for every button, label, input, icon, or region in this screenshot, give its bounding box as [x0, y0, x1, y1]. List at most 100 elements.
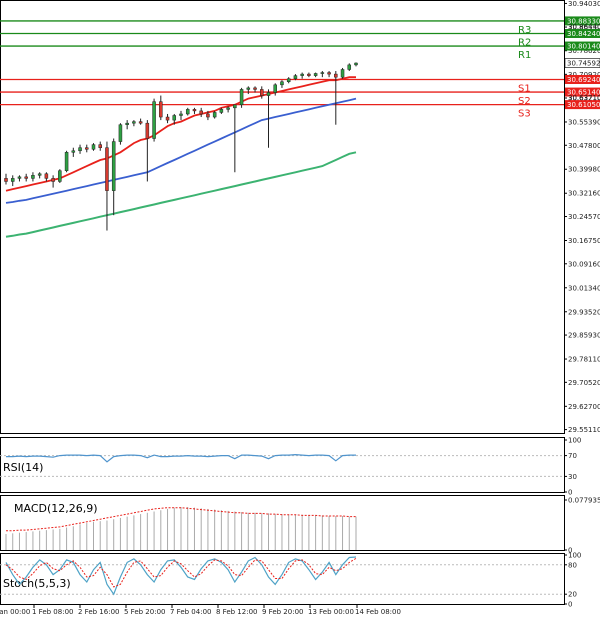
candle-body: [10, 178, 15, 182]
stoch-tick-label: 0: [568, 601, 572, 609]
price-tick-label: 29.62700: [568, 403, 600, 411]
ma-mid-line: [5, 97, 357, 204]
time-tick-label: 8 Feb 12:00: [216, 608, 257, 616]
price-tick-label: 30.47800: [568, 142, 600, 150]
candle-body: [51, 178, 55, 182]
time-tick-label: 7 Feb 04:00: [170, 608, 211, 616]
level-price-tag: [565, 100, 600, 110]
candle-body: [340, 69, 345, 78]
stoch-panel-frame: [0, 553, 565, 605]
level-price-tag: [565, 16, 600, 26]
candle-body: [78, 147, 82, 152]
rsi-tick-label: 30: [568, 473, 577, 481]
candle-body: [118, 124, 123, 142]
ma-slow-line: [5, 151, 357, 238]
time-tick-label: 1 Feb 08:00: [32, 608, 73, 616]
time-tick-label: 5 Feb 20:00: [124, 608, 165, 616]
price-tick-label: 29.55110: [568, 426, 600, 434]
price-tags: 30.88330 30.84240 30.80140 30.69240 30.65140…: [564, 16, 600, 110]
macd-signal-line: [6, 507, 356, 532]
candle-body: [233, 104, 237, 109]
level-price-tag: [565, 74, 600, 84]
price-tick-label: 30.86330: [568, 24, 600, 32]
candle-body: [179, 113, 183, 116]
level-name-s3: S3: [518, 109, 531, 120]
candle-body: [125, 122, 129, 125]
candle-body: [172, 115, 177, 121]
candle-body: [327, 72, 331, 75]
price-tick-label: 30.63210: [568, 94, 600, 102]
price-tick-label: 29.70520: [568, 379, 600, 387]
price-tick-label: 30.32160: [568, 190, 600, 198]
level-price-tag-text: 30.61050: [567, 101, 600, 109]
price-tick-label: 30.86440: [568, 23, 600, 31]
candle-body: [145, 122, 150, 139]
candle-body: [286, 78, 291, 83]
candle-body: [138, 121, 143, 124]
price-tick-label: 30.63710: [568, 94, 600, 102]
candle-body: [71, 150, 76, 153]
candle-body: [111, 141, 116, 191]
candle-body: [313, 73, 318, 76]
candle-body: [4, 178, 8, 182]
candle-body: [347, 64, 352, 70]
candle-body: [152, 101, 156, 139]
rsi-panel-frame: [0, 437, 565, 493]
rsi-tick-label: 0: [568, 489, 572, 497]
level-name-r2: R2: [518, 37, 531, 48]
level-price-tag: [565, 87, 600, 97]
candle-body: [293, 75, 298, 79]
candle-body: [199, 110, 203, 115]
level-price-tag-text: 30.80140: [567, 43, 600, 51]
candle-body: [132, 121, 136, 124]
macd-indicator: 0.077935 0: [5, 497, 600, 555]
price-axis: 30.94030 30.86330 30.78620 30.70920 30.63210…: [564, 0, 600, 434]
price-tick-label: 30.55390: [568, 118, 600, 126]
price-tick-label: 30.94030: [568, 0, 600, 8]
candle-body: [212, 112, 217, 118]
time-tick-label: 31 Jan 00:00: [0, 608, 30, 616]
macd-tick-label: 0.077935: [568, 497, 600, 505]
candle-body: [226, 107, 230, 110]
rsi-tick-label: 70: [568, 452, 577, 460]
level-price-tag: [565, 28, 600, 38]
level-price-tag: [565, 41, 600, 51]
candle-body: [219, 109, 224, 113]
candle-body: [253, 87, 257, 90]
rsi-line: [6, 453, 356, 463]
candle-body: [185, 109, 190, 115]
price-tick-label: 30.09160: [568, 260, 600, 268]
candle-body: [354, 62, 358, 66]
candlesticks: [4, 62, 358, 231]
time-tick-label: 13 Feb 00:00: [308, 608, 354, 616]
candle-body: [105, 147, 109, 191]
price-tick-label: 30.70920: [568, 71, 600, 79]
level-price-tag-text: 30.65140: [567, 89, 600, 97]
candle-body: [31, 175, 35, 179]
candle-body: [307, 73, 311, 76]
candle-body: [37, 173, 42, 176]
candle-body: [44, 173, 49, 179]
level-name-r1: R1: [518, 50, 531, 61]
stoch-signal-line: [5, 557, 357, 588]
price-tick-label: 29.85930: [568, 332, 600, 340]
moving-averages: [5, 76, 357, 238]
candle-body: [165, 116, 170, 121]
candle-body: [64, 152, 69, 171]
stoch-tick-label: 100: [568, 552, 581, 560]
rsi-label: RSI(14): [3, 461, 43, 474]
rsi-tick-label: 100: [568, 437, 581, 445]
price-panel-frame: [0, 0, 565, 434]
price-tick-label: 30.39980: [568, 166, 600, 174]
price-tick-label: 30.78620: [568, 47, 600, 55]
level-price-tag-text: 30.69240: [567, 76, 600, 84]
stoch-tick-label: 80: [568, 561, 577, 569]
candle-body: [85, 147, 89, 150]
macd-tick-label: 0: [568, 547, 572, 555]
current-price-text: 30.74592: [567, 60, 600, 68]
candle-body: [266, 92, 271, 96]
candle-body: [58, 170, 62, 182]
